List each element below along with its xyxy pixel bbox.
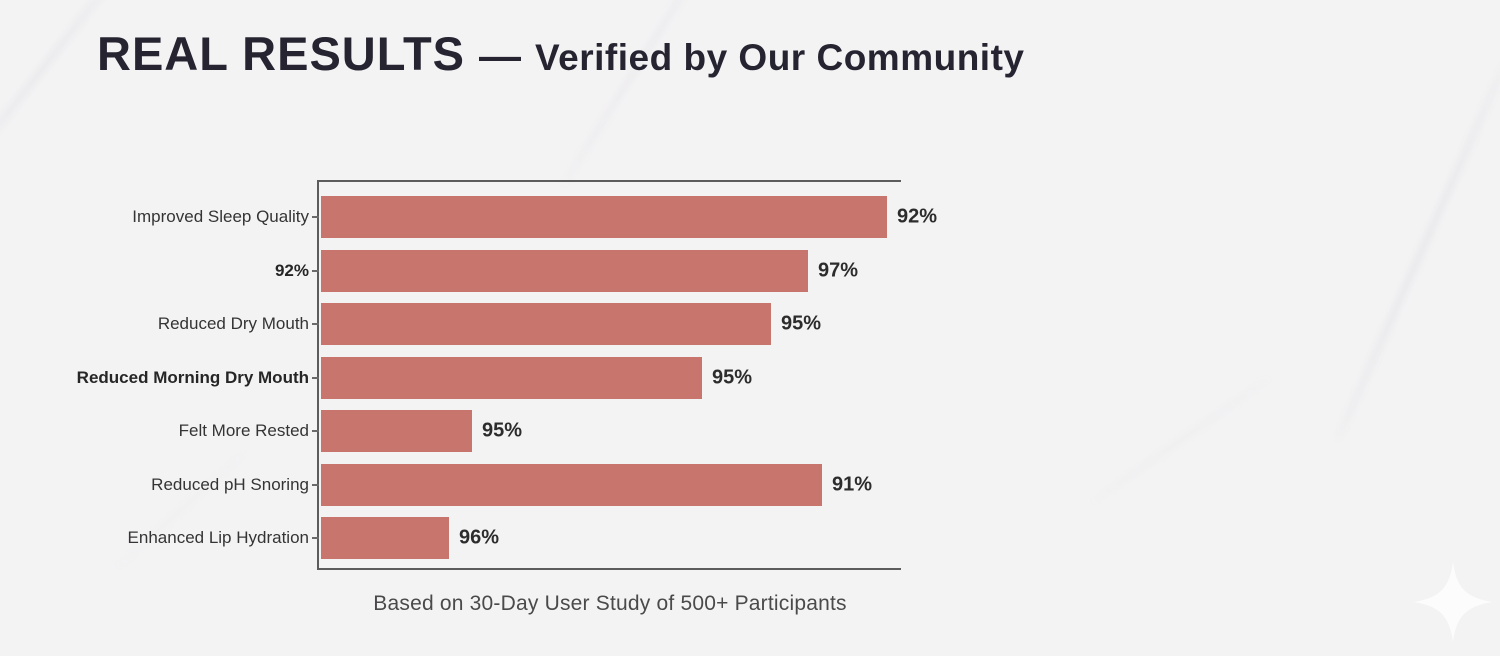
axis-tick — [312, 323, 319, 325]
axis-tick — [312, 537, 319, 539]
bar-row: 92% Improved Sleep Quality — [132, 196, 937, 238]
bar-3 — [321, 303, 771, 345]
category-label: 92% — [274, 260, 309, 280]
bar-value-label: 95% — [781, 312, 822, 335]
category-label: Reduced pH Snoring — [151, 474, 309, 494]
bar-value-label: 96% — [459, 526, 500, 549]
bar-7 — [321, 517, 449, 559]
bar-row: 95% Reduced Dry Mouth — [158, 303, 903, 345]
category-label: Felt More Rested — [178, 421, 309, 440]
title-secondary: Verified by Our Community — [535, 37, 1025, 78]
chart-caption: Based on 30-Day User Study of 500+ Parti… — [373, 592, 847, 615]
axis-tick — [312, 430, 319, 432]
bar-2 — [321, 249, 808, 292]
title-separator: — — [479, 32, 522, 79]
bar-value-label: 95% — [712, 366, 753, 388]
bar-6 — [321, 463, 822, 506]
bar-value-label: 95% — [482, 419, 523, 442]
bar-value-label: 91% — [832, 473, 873, 495]
bar-row: 95% Felt More Rested — [179, 410, 903, 452]
marble-vein — [1090, 376, 1272, 504]
bar-value-label: 97% — [818, 259, 859, 281]
category-label: Improved Sleep Quality — [132, 207, 309, 226]
page-title: REAL RESULTS — Verified by Our Community — [97, 26, 1025, 81]
category-label: Enhanced Lip Hydration — [127, 528, 309, 547]
title-primary: REAL RESULTS — [97, 27, 466, 80]
bar-4 — [321, 356, 702, 399]
category-label: Reduced Morning Dry Mouth — [76, 367, 309, 387]
bar-chart-plot-area: 92% Improved Sleep Quality 97% 92% 95% Reduce… — [77, 180, 937, 570]
category-label: Reduced Dry Mouth — [157, 314, 309, 333]
axis-tick — [312, 483, 319, 486]
bar-5 — [321, 410, 472, 452]
bar-row: 96% Enhanced Lip Hydration — [128, 517, 903, 559]
sparkle-icon — [1414, 562, 1492, 642]
bar-row: 97% 92% — [275, 249, 903, 292]
bar-value-label: 92% — [897, 205, 938, 228]
marble-vein — [113, 449, 249, 571]
axis-tick — [312, 269, 319, 272]
axis-tick — [312, 376, 319, 379]
bar-row: 95% Reduced Morning Dry Mouth — [77, 356, 903, 399]
bar-row: 91% Reduced pH Snoring — [151, 463, 903, 506]
axis-tick — [312, 216, 319, 218]
marble-vein — [1334, 57, 1500, 443]
bar-1 — [321, 196, 887, 238]
